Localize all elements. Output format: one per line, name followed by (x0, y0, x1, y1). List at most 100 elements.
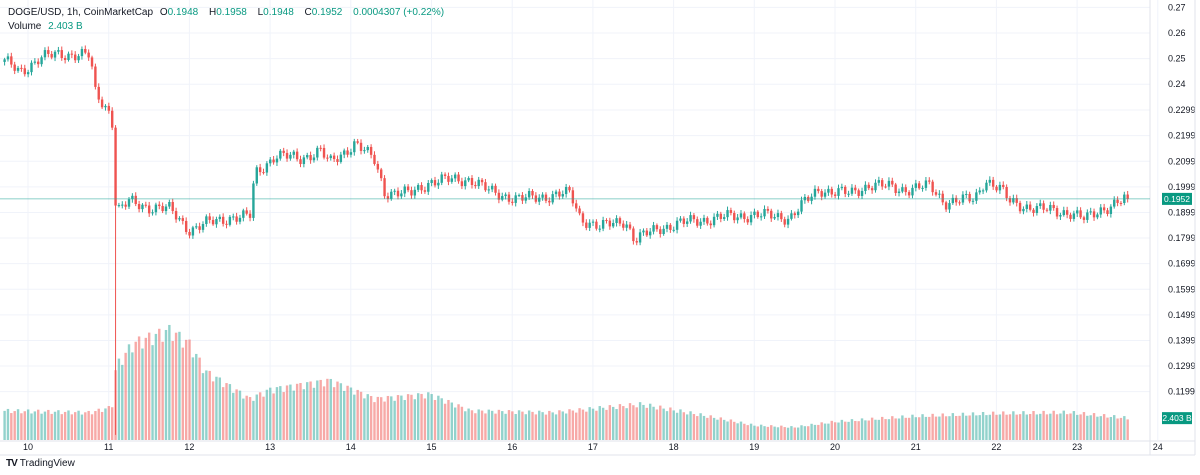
candle-up (924, 180, 928, 188)
volume-bar (474, 413, 477, 440)
volume-bar (551, 412, 554, 440)
candle-down (1005, 187, 1008, 199)
volume-bar (171, 341, 174, 440)
candle-up (215, 219, 218, 225)
candle-up (887, 180, 891, 187)
candle-down (470, 178, 474, 186)
volume-bar (914, 417, 918, 440)
candle-down (958, 202, 961, 204)
volume-bar (117, 358, 121, 440)
volume-bar (420, 393, 423, 440)
candle-down (10, 56, 13, 65)
candle-down (110, 110, 114, 128)
candle-down (511, 201, 514, 203)
candle-up (6, 56, 10, 60)
candle-down (443, 174, 447, 176)
volume-bar (696, 416, 699, 440)
volume-bar (612, 406, 615, 440)
candle-up (275, 158, 279, 163)
volume-bar (827, 423, 830, 440)
volume-bar (332, 387, 336, 440)
volume-bar (184, 339, 188, 440)
volume-bar (1106, 417, 1109, 440)
candle-up (897, 191, 901, 193)
volume-bar (258, 392, 262, 440)
candle-down (376, 163, 380, 170)
volume-bar (457, 404, 460, 440)
volume-bar (302, 389, 306, 440)
candle-down (928, 180, 931, 182)
volume-bar (706, 417, 709, 440)
candle-down (870, 188, 874, 191)
volume-bar (53, 411, 57, 440)
volume-bar (484, 413, 487, 440)
volume-bar (433, 399, 437, 440)
volume-bar (63, 411, 67, 440)
volume-bar (490, 410, 494, 440)
volume-bar (383, 401, 386, 440)
volume-bar (292, 390, 295, 440)
volume-bar (1113, 415, 1116, 440)
volume-bar (682, 412, 686, 440)
volume-bar (1062, 410, 1065, 440)
candle-up (168, 201, 171, 207)
volume-bar (981, 411, 985, 440)
volume-bar (1086, 415, 1089, 440)
volume-bar (618, 404, 622, 440)
volume-bar (316, 380, 319, 440)
volume-label: Volume (8, 21, 42, 32)
candle-up (316, 147, 319, 158)
candle-down (70, 53, 74, 55)
volume-bar (934, 416, 938, 440)
candle-down (659, 229, 662, 235)
volume-bar (494, 413, 497, 440)
candle-down (558, 191, 561, 197)
candle-up (864, 184, 867, 191)
x-tick-label: 17 (588, 442, 598, 452)
volume-bar (6, 408, 10, 440)
volume-bar (928, 416, 931, 440)
candle-down (295, 151, 299, 160)
volume-bar (971, 412, 975, 440)
candle-down (783, 219, 786, 225)
candle-down (719, 213, 723, 219)
candle-up (938, 193, 941, 195)
volume-bar (558, 410, 561, 440)
volume-bar (931, 413, 934, 440)
candle-down (299, 159, 302, 165)
volume-bar (1015, 414, 1018, 440)
volume-bar (188, 339, 191, 440)
volume-bar (860, 418, 864, 440)
volume-bar (80, 414, 84, 440)
volume-bar (511, 411, 514, 440)
candle-up (625, 224, 628, 228)
volume-bar (390, 396, 393, 440)
candle-up (450, 178, 454, 182)
volume-bar (356, 389, 359, 440)
volume-bar (450, 402, 454, 440)
candle-up (679, 218, 682, 221)
candle-up (77, 56, 80, 61)
volume-bar (729, 419, 733, 440)
volume-bar (437, 395, 440, 440)
close-value: 0.1952 (311, 7, 343, 18)
candle-up (252, 183, 255, 218)
candle-down (756, 211, 759, 218)
candle-up (642, 230, 645, 233)
candle-down (746, 219, 749, 223)
volume-bar (178, 331, 181, 440)
volume-bar (336, 381, 339, 440)
volume-bar (1116, 418, 1119, 440)
candle-up (971, 200, 975, 202)
volume-bar (844, 421, 847, 440)
candle-down (907, 192, 911, 196)
candle-down (1065, 210, 1069, 215)
volume-bar (625, 408, 628, 440)
volume-bar (524, 414, 527, 440)
volume-bar (632, 405, 635, 440)
candle-up (702, 217, 706, 222)
candle-down (457, 174, 460, 182)
candle-up (914, 183, 918, 188)
tradingview-logo[interactable]: TV TradingView (6, 458, 75, 469)
